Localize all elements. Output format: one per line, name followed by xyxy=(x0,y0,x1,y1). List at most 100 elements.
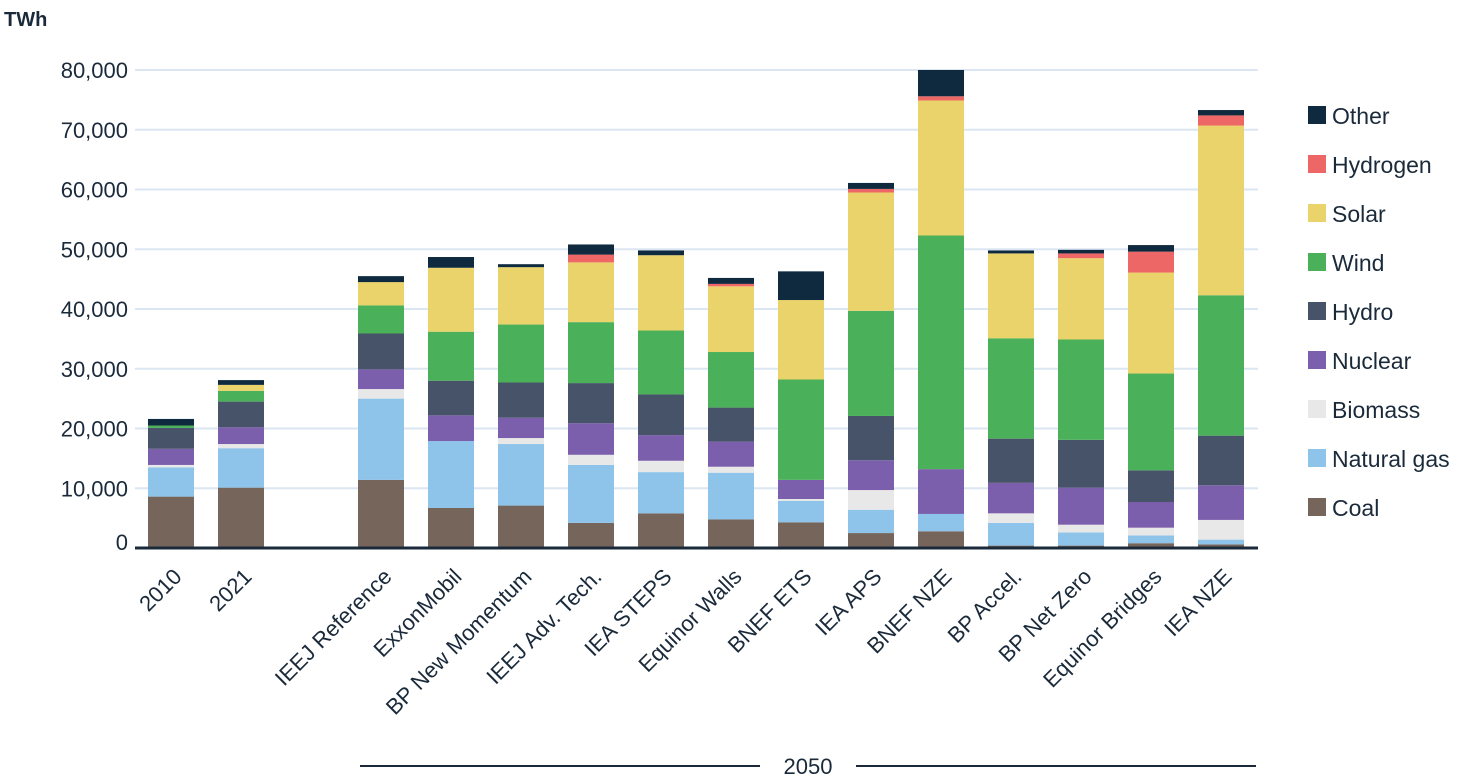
bar-segment xyxy=(218,390,264,402)
bars xyxy=(148,70,1244,548)
bar-segment xyxy=(1198,110,1244,116)
bar-segment xyxy=(918,235,964,470)
bar-segment xyxy=(358,333,404,370)
bar-stack xyxy=(568,244,614,548)
bar-segment xyxy=(428,257,474,268)
legend-swatch xyxy=(1308,155,1326,173)
bar-segment xyxy=(1058,339,1104,440)
bar-stack xyxy=(428,257,474,548)
bar-segment xyxy=(988,482,1034,514)
bar-segment xyxy=(708,466,754,473)
bar-segment xyxy=(1128,245,1174,252)
bar-stack xyxy=(988,250,1034,548)
x-tick-label: 2010 xyxy=(134,564,186,616)
legend-label: Biomass xyxy=(1332,397,1420,423)
bar-segment xyxy=(848,192,894,311)
bar-segment xyxy=(988,253,1034,339)
bar-segment xyxy=(1128,373,1174,471)
y-tick-label: 50,000 xyxy=(61,237,128,262)
bar-segment xyxy=(918,96,964,101)
bar-segment xyxy=(218,444,264,449)
bar-segment xyxy=(778,300,824,380)
bar-segment xyxy=(1058,253,1104,259)
bar-segment xyxy=(498,417,544,439)
bar-segment xyxy=(498,382,544,418)
legend-swatch xyxy=(1308,351,1326,369)
bar-segment xyxy=(428,267,474,332)
bar-segment xyxy=(848,533,894,548)
x-tick-label: 2021 xyxy=(204,564,256,616)
bar-segment xyxy=(1128,272,1174,374)
bar-segment xyxy=(1198,539,1244,545)
bar-segment xyxy=(498,438,544,445)
bar-segment xyxy=(848,188,894,193)
bar-segment xyxy=(1058,524,1104,533)
legend-swatch xyxy=(1308,106,1326,124)
bar-segment xyxy=(498,444,544,506)
bar-segment xyxy=(638,255,684,331)
y-tick-label: 20,000 xyxy=(61,417,128,442)
bar-segment xyxy=(568,454,614,465)
y-tick-label: 30,000 xyxy=(61,357,128,382)
bar-segment xyxy=(778,500,824,523)
bar-segment xyxy=(218,427,264,445)
bar-segment xyxy=(1128,535,1174,544)
bar-segment xyxy=(428,331,474,381)
bar-segment xyxy=(218,401,264,428)
bar-segment xyxy=(218,487,264,548)
y-tick-label: 60,000 xyxy=(61,178,128,203)
bar-segment xyxy=(568,254,614,263)
legend-label: Hydrogen xyxy=(1332,152,1432,178)
bar-segment xyxy=(1058,532,1104,546)
legend: Other Hydrogen Solar Wind Hydro Nuclear Biomas… xyxy=(1308,103,1450,521)
legend-label: Hydro xyxy=(1332,299,1393,325)
bar-stack xyxy=(1058,249,1104,548)
y-tick-label: 70,000 xyxy=(61,118,128,143)
bar-stack xyxy=(918,70,964,548)
bar-segment xyxy=(358,479,404,548)
legend-label: Wind xyxy=(1332,250,1384,276)
bar-segment xyxy=(1198,125,1244,296)
bar-segment xyxy=(428,415,474,442)
legend-swatch xyxy=(1308,302,1326,320)
bar-segment xyxy=(778,379,824,480)
bar-segment xyxy=(568,464,614,523)
bar-segment xyxy=(148,464,194,468)
bar-segment xyxy=(568,423,614,455)
bar-segment xyxy=(498,505,544,548)
bar-segment xyxy=(708,519,754,548)
bar-segment xyxy=(638,394,684,436)
legend-label: Solar xyxy=(1332,201,1386,227)
bar-segment xyxy=(1128,543,1174,548)
bar-segment xyxy=(638,330,684,395)
legend-label: Other xyxy=(1332,103,1390,129)
bar-segment xyxy=(988,513,1034,523)
bar-segment xyxy=(778,499,824,501)
bar-segment xyxy=(708,472,754,520)
bar-segment xyxy=(778,271,824,301)
bar-segment xyxy=(1128,470,1174,502)
bar-segment xyxy=(848,310,894,416)
y-tick-label: 0 xyxy=(116,530,128,555)
bar-segment xyxy=(988,522,1034,546)
bar-stack xyxy=(1128,245,1174,548)
y-tick-label: 40,000 xyxy=(61,297,128,322)
bar-stack xyxy=(1198,110,1244,548)
bar-segment xyxy=(148,448,194,465)
legend-swatch xyxy=(1308,400,1326,418)
bar-segment xyxy=(498,324,544,383)
bar-segment xyxy=(1058,258,1104,340)
bar-segment xyxy=(638,513,684,548)
bar-segment xyxy=(778,522,824,548)
legend-swatch xyxy=(1308,449,1326,467)
bar-segment xyxy=(988,338,1034,439)
bar-segment xyxy=(708,283,754,287)
bar-segment xyxy=(148,425,194,428)
bar-segment xyxy=(428,441,474,508)
bar-segment xyxy=(358,389,404,399)
bar-segment xyxy=(358,305,404,334)
bar-segment xyxy=(848,460,894,491)
y-axis-ticks: 0 10,000 20,000 30,000 40,000 50,000 60,000 70,… xyxy=(61,58,128,555)
legend-swatch xyxy=(1308,253,1326,271)
